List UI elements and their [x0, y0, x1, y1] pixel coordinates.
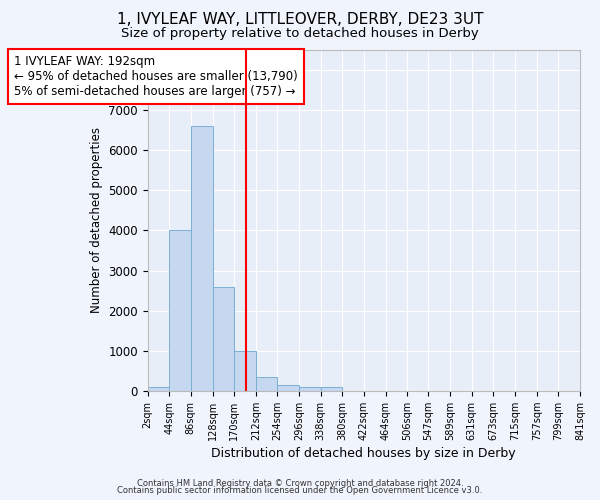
Bar	[299, 387, 321, 391]
Bar	[169, 230, 191, 391]
Text: 1, IVYLEAF WAY, LITTLEOVER, DERBY, DE23 3UT: 1, IVYLEAF WAY, LITTLEOVER, DERBY, DE23 …	[117, 12, 483, 28]
Bar	[212, 286, 234, 391]
X-axis label: Distribution of detached houses by size in Derby: Distribution of detached houses by size …	[211, 447, 516, 460]
Text: Size of property relative to detached houses in Derby: Size of property relative to detached ho…	[121, 28, 479, 40]
Bar	[256, 377, 277, 391]
Text: 1 IVYLEAF WAY: 192sqm
← 95% of detached houses are smaller (13,790)
5% of semi-d: 1 IVYLEAF WAY: 192sqm ← 95% of detached …	[14, 55, 298, 98]
Bar	[191, 126, 212, 391]
Y-axis label: Number of detached properties: Number of detached properties	[89, 128, 103, 314]
Text: Contains public sector information licensed under the Open Government Licence v3: Contains public sector information licen…	[118, 486, 482, 495]
Text: Contains HM Land Registry data © Crown copyright and database right 2024.: Contains HM Land Registry data © Crown c…	[137, 478, 463, 488]
Bar	[148, 387, 169, 391]
Bar	[234, 350, 256, 391]
Bar	[321, 387, 343, 391]
Bar	[277, 385, 299, 391]
